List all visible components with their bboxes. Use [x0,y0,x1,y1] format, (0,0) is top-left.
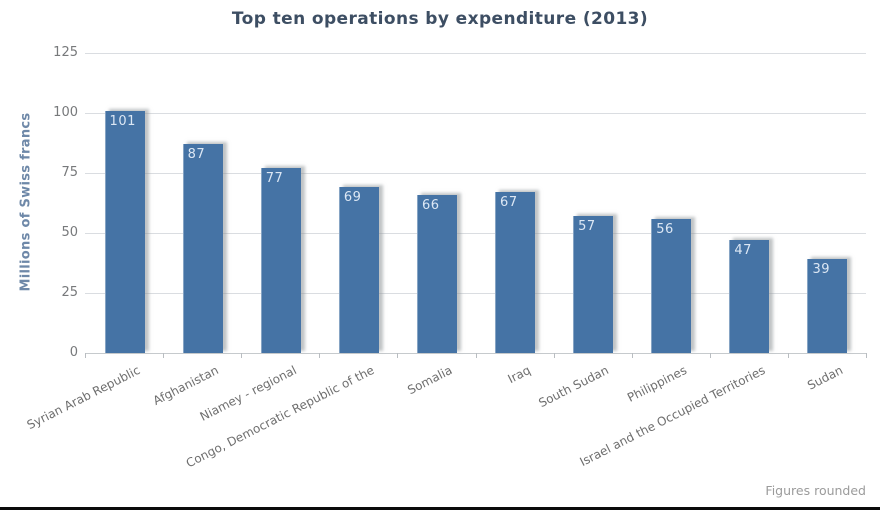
bar-value-label: 56 [656,221,674,237]
category-tick [241,353,243,358]
gridline [85,233,866,234]
bar-3: 77 [260,168,301,353]
chart-footnote: Figures rounded [765,483,866,498]
bar-value-label: 39 [812,262,830,278]
category-tick [85,353,86,358]
bar-7: 57 [573,216,614,353]
bar-1: 101 [104,110,145,353]
gridline [85,293,866,294]
y-tick-label: 0 [69,345,78,360]
gridline [85,173,866,174]
bar-10: 39 [807,259,848,353]
bar-4: 69 [338,187,379,353]
gridline [85,113,866,114]
y-axis-title: Millions of Swiss francs [18,112,34,292]
bar-value-label: 67 [500,195,518,211]
bar-value-label: 77 [265,171,284,187]
y-tick-label: 125 [53,45,78,60]
x-category-label: Philippines [625,363,690,405]
category-tick [866,353,867,358]
gridline [85,53,866,54]
category-tick [163,353,165,358]
chart-title: Top ten operations by expenditure (2013) [231,9,649,29]
x-category-label: Iraq [505,363,533,387]
x-category-label: Afghanistan [150,363,221,408]
category-tick [631,353,633,358]
x-category-label: Somalia [405,363,455,398]
bottom-rule [0,507,880,510]
x-category-label: Sudan [805,363,846,393]
bar-value-label: 66 [421,197,440,213]
x-category-label: South Sudan [536,363,612,411]
bar-value-label: 101 [109,113,136,129]
y-tick-label: 100 [53,105,78,120]
x-category-label: Syrian Arab Republic [24,363,143,433]
y-tick-label: 50 [61,225,78,240]
bar-value-label: 69 [343,190,362,206]
category-tick [787,353,789,358]
category-tick [709,353,711,358]
bar-8: 56 [651,218,692,353]
category-tick [553,353,555,358]
category-tick [475,353,477,358]
bar-9: 47 [729,240,770,353]
bar-6: 67 [495,192,536,353]
bar-value-label: 47 [734,243,752,259]
y-tick-label: 75 [61,165,78,180]
category-tick [319,353,321,358]
bar-5: 66 [416,194,457,353]
y-tick-label: 25 [61,285,78,300]
category-tick [397,353,399,358]
bar-2: 87 [182,144,223,353]
bar-value-label: 87 [187,147,206,163]
bar-value-label: 57 [578,219,596,235]
